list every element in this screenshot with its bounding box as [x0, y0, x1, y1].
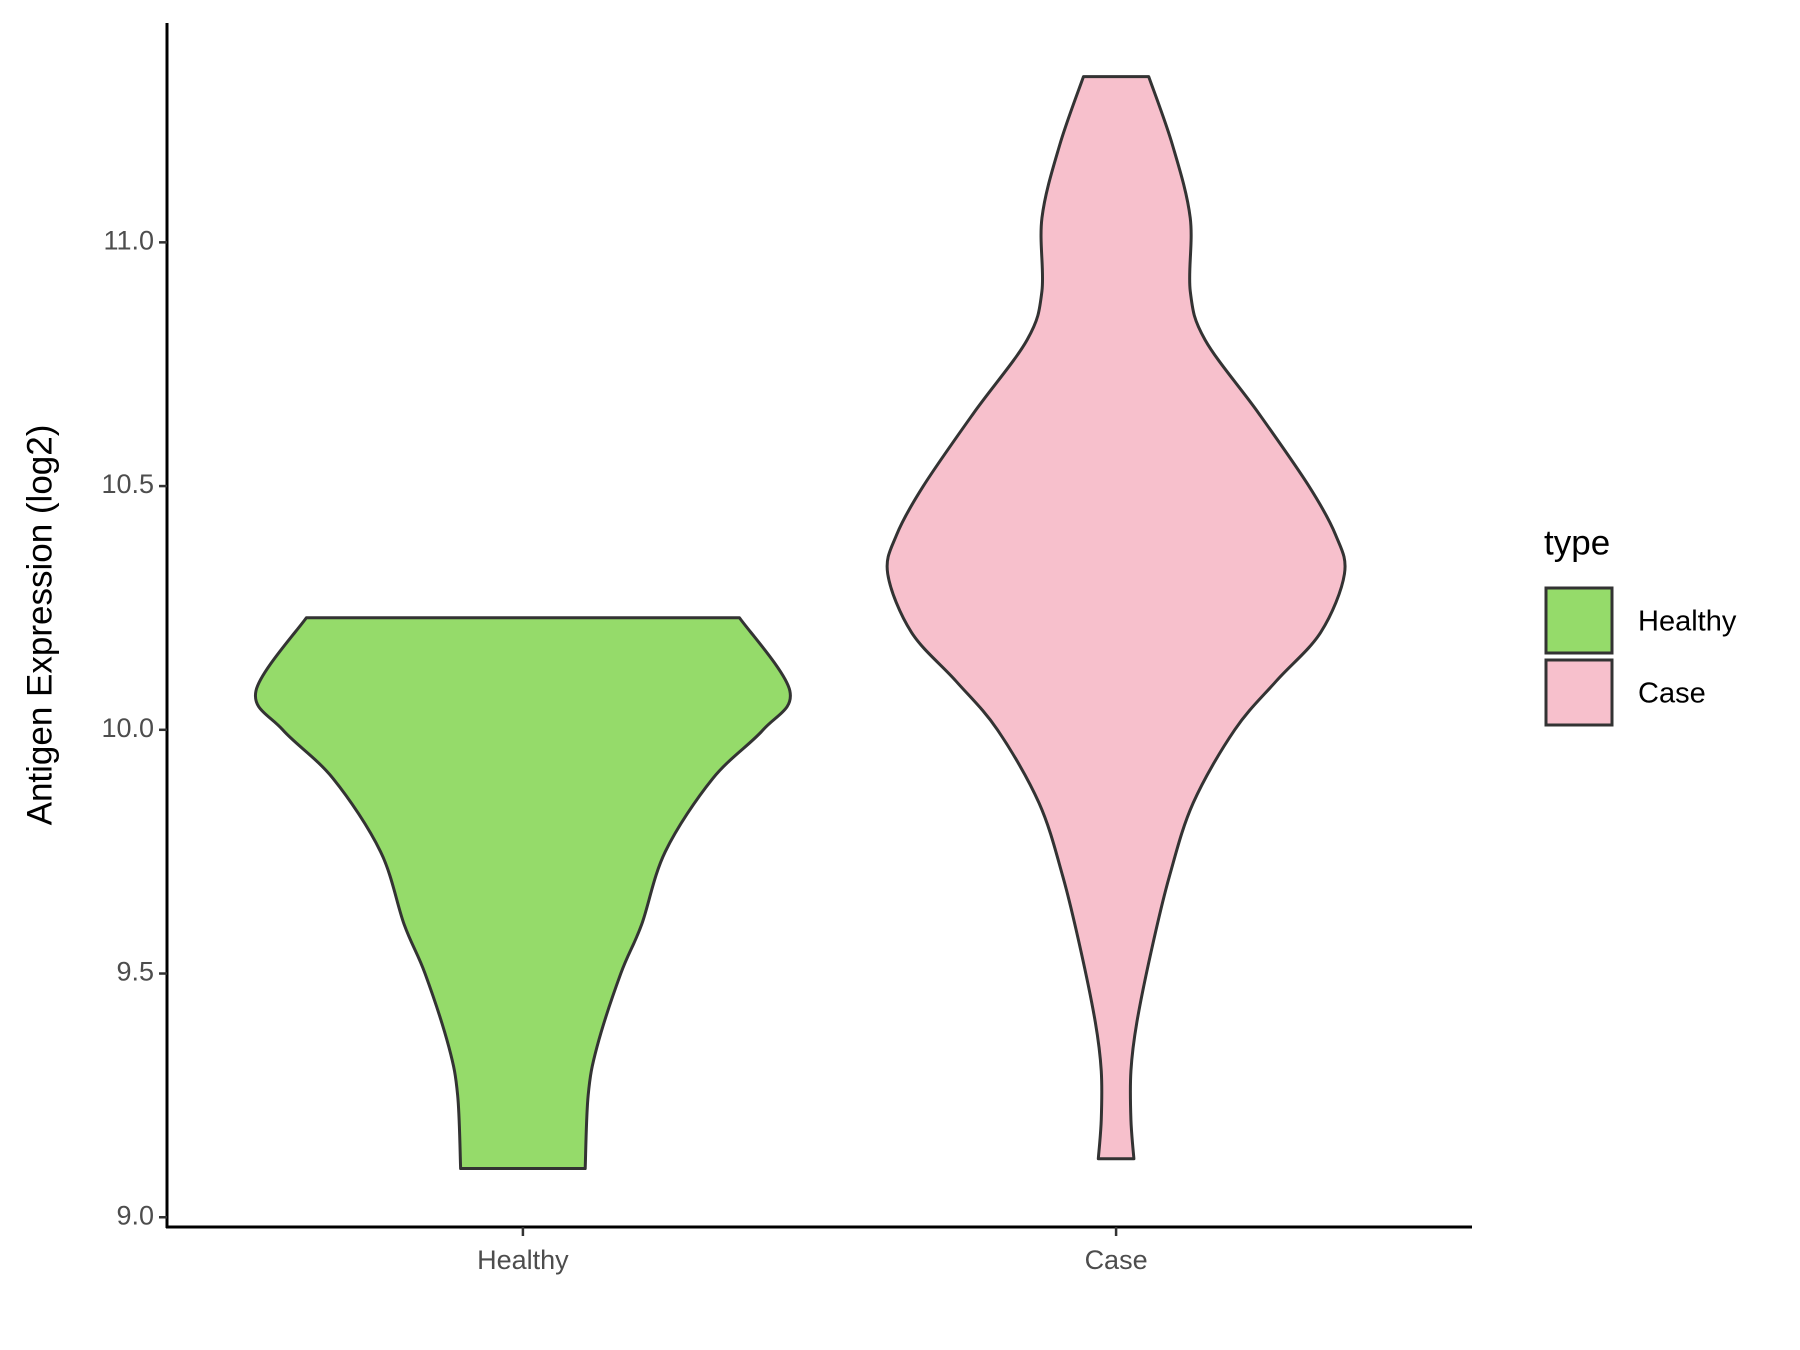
y-tick-label: 11.0	[103, 225, 154, 255]
legend-title: type	[1544, 523, 1610, 562]
legend-key	[1544, 658, 1614, 727]
legend-key	[1544, 586, 1614, 655]
y-tick-label: 9.5	[116, 957, 154, 987]
y-tick-label: 10.5	[101, 469, 154, 499]
x-tick-label: Case	[1085, 1245, 1148, 1275]
violin	[885, 75, 1347, 1161]
x-tick-label: Healthy	[477, 1245, 569, 1275]
violin	[253, 616, 792, 1171]
y-tick-label: 9.0	[116, 1200, 154, 1230]
legend-label: Healthy	[1638, 606, 1737, 638]
y-axis-title: Antigen Expression (log2)	[20, 425, 59, 826]
y-tick-label: 10.0	[101, 713, 154, 743]
legend-label: Case	[1638, 678, 1706, 710]
